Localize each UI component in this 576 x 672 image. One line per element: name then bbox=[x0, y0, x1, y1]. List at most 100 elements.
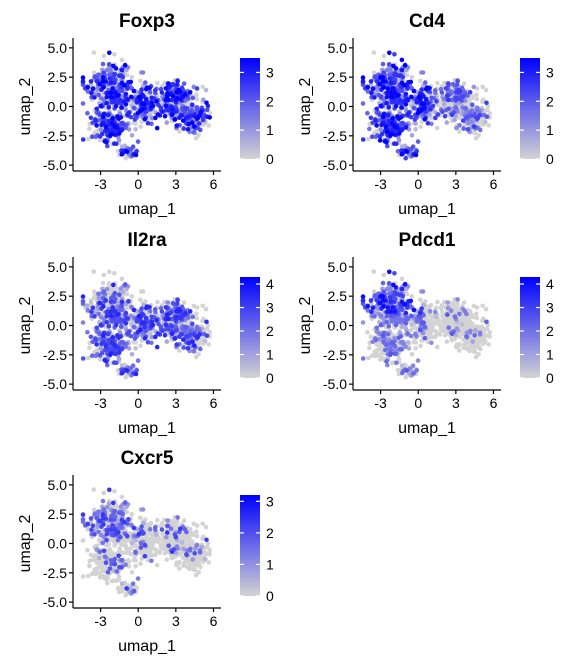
cell-point bbox=[403, 374, 408, 380]
cell-point bbox=[470, 339, 475, 344]
cell-point bbox=[477, 344, 482, 350]
cell-point bbox=[91, 269, 97, 274]
cell-point bbox=[389, 360, 395, 366]
cell-point bbox=[103, 343, 109, 349]
cell-point bbox=[174, 309, 179, 314]
cell-point bbox=[368, 115, 374, 121]
cell-point bbox=[374, 123, 379, 128]
cell-point bbox=[205, 107, 210, 112]
cell-point bbox=[143, 109, 148, 115]
x-tick-label: 3 bbox=[172, 176, 180, 192]
y-tick-label: -5.0 bbox=[323, 157, 347, 173]
cell-point bbox=[396, 131, 402, 136]
cell-point bbox=[190, 321, 195, 327]
cell-point bbox=[396, 93, 401, 98]
cell-point bbox=[399, 307, 405, 313]
cell-point bbox=[180, 118, 186, 123]
cell-point bbox=[104, 68, 110, 73]
cell-point bbox=[368, 79, 374, 84]
cell-point bbox=[123, 282, 128, 287]
cell-point bbox=[112, 132, 118, 138]
cell-point bbox=[179, 85, 185, 90]
legend-tick-label: 1 bbox=[546, 122, 554, 138]
cell-point bbox=[145, 121, 151, 126]
cell-point bbox=[125, 86, 130, 91]
cell-point bbox=[144, 304, 150, 309]
cell-point bbox=[380, 280, 386, 286]
cell-point bbox=[378, 103, 383, 109]
cell-point bbox=[80, 299, 86, 304]
cell-point bbox=[138, 297, 143, 303]
cell-point bbox=[443, 86, 449, 91]
cell-point bbox=[149, 100, 155, 105]
cell-point bbox=[141, 101, 146, 107]
cell-point bbox=[152, 307, 158, 312]
cell-point bbox=[150, 322, 156, 328]
cell-point bbox=[162, 332, 168, 338]
cell-point bbox=[387, 295, 393, 300]
x-axis-label: umap_1 bbox=[118, 420, 176, 437]
cell-point bbox=[154, 99, 159, 104]
cell-point bbox=[434, 314, 439, 319]
cell-point bbox=[100, 79, 106, 84]
cell-point bbox=[97, 357, 103, 362]
cell-point bbox=[382, 139, 388, 144]
x-tick-label: -3 bbox=[94, 395, 107, 411]
cell-point bbox=[457, 122, 462, 128]
cell-point bbox=[477, 332, 483, 337]
cell-point bbox=[384, 319, 389, 325]
cell-point bbox=[201, 97, 206, 103]
x-tick-label: 6 bbox=[210, 395, 218, 411]
legend-colorbar bbox=[240, 277, 260, 378]
cell-point bbox=[105, 112, 111, 118]
y-tick-label: 2.5 bbox=[48, 288, 68, 304]
cell-point bbox=[487, 330, 492, 335]
cell-point bbox=[133, 346, 138, 351]
cell-point bbox=[106, 324, 112, 329]
umap-points bbox=[80, 50, 212, 161]
x-tick-label: 0 bbox=[134, 395, 142, 411]
cell-point bbox=[405, 316, 411, 322]
cell-point bbox=[435, 299, 440, 305]
cell-point bbox=[195, 334, 200, 340]
cell-point bbox=[87, 126, 92, 132]
cell-point bbox=[138, 124, 143, 129]
cell-point bbox=[444, 316, 449, 322]
cell-point bbox=[444, 339, 450, 344]
cell-point bbox=[110, 86, 115, 91]
cell-point bbox=[116, 312, 121, 317]
cell-point bbox=[484, 319, 489, 325]
cell-point bbox=[119, 67, 125, 73]
cell-point bbox=[154, 125, 160, 131]
cell-point bbox=[386, 62, 392, 67]
cell-point bbox=[177, 334, 182, 339]
cell-point bbox=[387, 352, 393, 357]
cell-point bbox=[198, 346, 203, 352]
cell-point bbox=[464, 334, 469, 339]
cell-point bbox=[203, 306, 209, 312]
cell-point bbox=[152, 88, 158, 93]
cell-point bbox=[131, 324, 137, 330]
cell-point bbox=[409, 327, 414, 332]
cell-point bbox=[387, 50, 392, 56]
cell-point bbox=[428, 107, 433, 112]
cell-point bbox=[405, 112, 410, 117]
cell-point bbox=[459, 322, 465, 327]
cell-point bbox=[117, 73, 122, 79]
cell-point bbox=[461, 126, 466, 131]
cell-point bbox=[413, 346, 418, 351]
cell-point bbox=[378, 313, 384, 318]
cell-point bbox=[100, 75, 106, 80]
cell-point bbox=[372, 95, 377, 100]
cell-point bbox=[403, 155, 408, 161]
legend-tick-label: 2 bbox=[266, 323, 274, 339]
cell-point bbox=[139, 306, 144, 311]
y-axis-label: umap_2 bbox=[17, 77, 34, 135]
cell-point bbox=[92, 95, 97, 100]
cell-point bbox=[98, 103, 103, 109]
cell-point bbox=[150, 103, 156, 109]
cell-point bbox=[96, 311, 101, 317]
cell-point bbox=[367, 345, 372, 351]
cell-point bbox=[418, 297, 423, 303]
cell-point bbox=[174, 95, 180, 101]
